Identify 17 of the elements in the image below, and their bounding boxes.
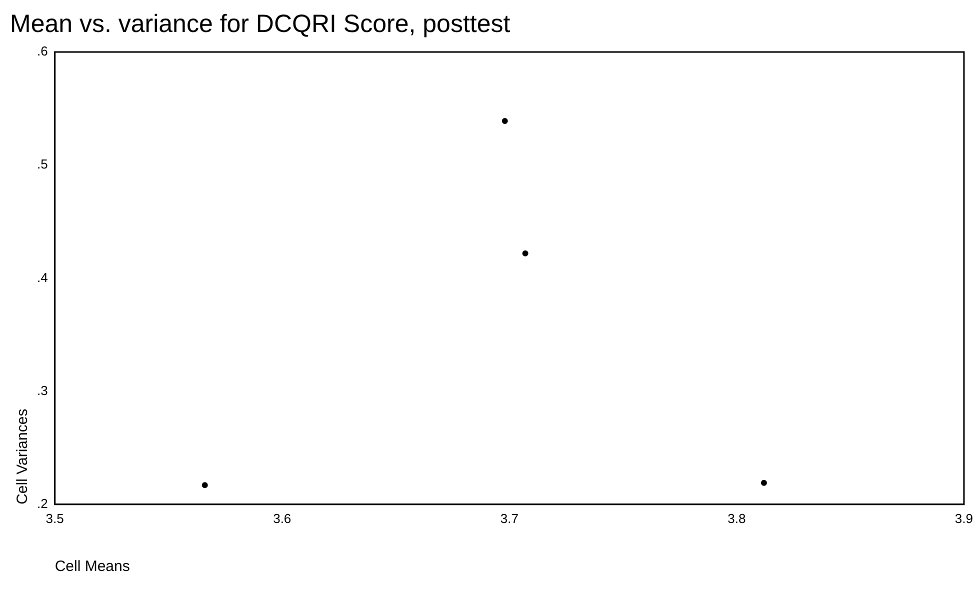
y-tick-label: .5 bbox=[37, 156, 48, 172]
y-tick-label: .3 bbox=[37, 382, 48, 398]
point bbox=[522, 250, 528, 256]
y-tick-label: .6 bbox=[37, 44, 48, 59]
y-axis-title: Cell Variances bbox=[14, 408, 32, 504]
point bbox=[502, 118, 508, 124]
point bbox=[202, 482, 208, 488]
x-axis-title: Cell Means bbox=[54, 558, 130, 576]
point bbox=[760, 480, 767, 486]
chart-title: Mean vs. variance for DCQRI Score, posttest bbox=[10, 10, 510, 38]
x-tick-label: 3.7 bbox=[500, 510, 518, 526]
y-tick-label: .2 bbox=[37, 496, 48, 511]
x-tick-label: 3.9 bbox=[954, 510, 974, 526]
x-tick-label: 3.5 bbox=[46, 510, 64, 526]
x-tick-label: 3.8 bbox=[728, 510, 746, 526]
x-tick-label: 3.6 bbox=[273, 510, 292, 526]
y-tick-label: .4 bbox=[37, 270, 48, 285]
